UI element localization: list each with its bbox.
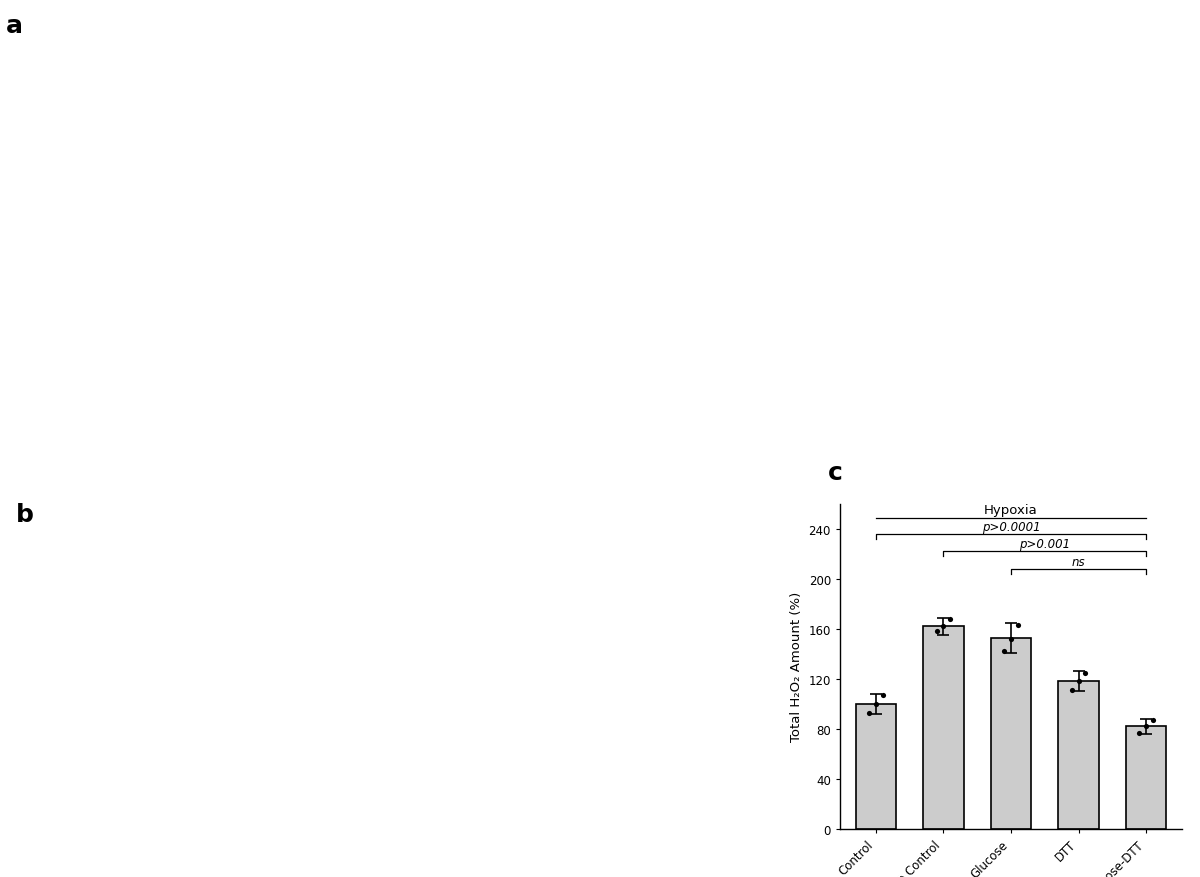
Point <box>1130 725 1150 739</box>
Text: Hypoxia: Hypoxia <box>984 503 1038 517</box>
Point <box>995 645 1014 659</box>
Y-axis label: Total H₂O₂ Amount (%): Total H₂O₂ Amount (%) <box>790 591 803 742</box>
Bar <box>991 638 1031 829</box>
Point <box>934 619 953 633</box>
Point <box>1008 618 1027 632</box>
Point <box>872 688 892 702</box>
Text: c: c <box>828 460 842 484</box>
Text: ns: ns <box>1072 555 1086 568</box>
Point <box>1001 632 1020 646</box>
Bar <box>1058 681 1099 829</box>
Bar <box>856 704 896 829</box>
Point <box>859 706 878 720</box>
Text: p>0.001: p>0.001 <box>1019 538 1070 551</box>
Point <box>1144 713 1163 727</box>
Bar <box>1126 726 1166 829</box>
Point <box>1069 674 1088 688</box>
Point <box>941 612 960 626</box>
Text: b: b <box>16 503 34 526</box>
Text: a: a <box>6 14 23 39</box>
Point <box>1062 683 1081 697</box>
Point <box>1075 666 1094 680</box>
Point <box>928 624 947 638</box>
Point <box>1136 719 1156 733</box>
Text: p>0.0001: p>0.0001 <box>982 520 1040 533</box>
Bar <box>923 626 964 829</box>
Point <box>866 697 886 711</box>
